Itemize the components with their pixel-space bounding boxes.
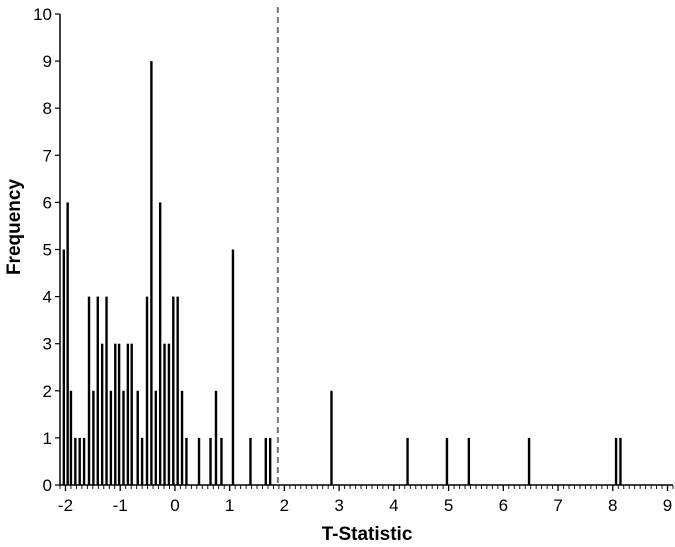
- bar-8: [96, 296, 99, 485]
- y-tick-label-5: 5: [43, 241, 52, 260]
- x-tick-label-1: 1: [225, 496, 234, 515]
- bar-4: [78, 437, 81, 485]
- bar-18: [140, 437, 144, 485]
- bar-11: [109, 390, 113, 485]
- y-tick-label-6: 6: [43, 193, 52, 212]
- bar-40: [467, 437, 471, 485]
- bar-24: [167, 343, 171, 485]
- bar-17: [136, 390, 139, 485]
- x-tick-label-8: 8: [608, 496, 617, 515]
- y-tick-label-9: 9: [43, 52, 52, 71]
- bar-36: [268, 437, 272, 485]
- bar-10: [105, 296, 108, 485]
- bar-25: [172, 296, 175, 485]
- bars-layer: [62, 61, 622, 485]
- x-tick-label-3: 3: [334, 496, 343, 515]
- ticks-layer: 0 1 2 3 4 5 6 7 8 9 10 -2 -1 0 1 2 3 4 5 6 7 8 9: [33, 5, 674, 515]
- bar-30: [209, 437, 212, 485]
- y-tick-label-10: 10: [33, 5, 52, 24]
- bar-0: [62, 249, 66, 485]
- bar-7: [92, 390, 95, 485]
- bar-32: [220, 437, 223, 485]
- bar-31: [214, 390, 218, 485]
- x-tick-label-9: 9: [663, 496, 672, 515]
- y-tick-label-0: 0: [43, 476, 52, 495]
- bar-1: [66, 202, 69, 485]
- bar-14: [122, 390, 125, 485]
- x-axis-title: T-Statistic: [322, 524, 413, 545]
- bar-3: [74, 437, 77, 485]
- y-tick-label-7: 7: [43, 146, 52, 165]
- bar-29: [197, 437, 201, 485]
- bar-39: [445, 437, 449, 485]
- bar-5: [82, 437, 86, 485]
- x-tick-label--1: -1: [113, 496, 128, 515]
- bar-41: [527, 437, 531, 485]
- bar-20: [150, 61, 153, 485]
- bar-15: [126, 343, 130, 485]
- x-tick-label-6: 6: [499, 496, 508, 515]
- bar-16: [130, 343, 133, 485]
- y-tick-label-4: 4: [43, 288, 52, 307]
- x-tick-label-4: 4: [389, 496, 398, 515]
- x-tick-label-0: 0: [170, 496, 179, 515]
- bar-21: [154, 390, 157, 485]
- bar-2: [69, 390, 73, 485]
- y-tick-label-8: 8: [43, 99, 52, 118]
- y-tick-label-1: 1: [43, 429, 52, 448]
- bar-27: [180, 390, 184, 485]
- bar-9: [100, 343, 104, 485]
- bar-13: [117, 343, 121, 485]
- bar-12: [114, 343, 117, 485]
- bar-42: [614, 437, 618, 485]
- bar-26: [176, 296, 179, 485]
- x-tick-label-2: 2: [280, 496, 289, 515]
- bar-19: [145, 296, 149, 485]
- bar-37: [330, 390, 333, 485]
- x-tick-label--2: -2: [58, 496, 73, 515]
- bar-43: [619, 437, 622, 485]
- bar-28: [185, 437, 188, 485]
- x-tick-label-5: 5: [444, 496, 453, 515]
- bar-38: [406, 437, 409, 485]
- bar-6: [87, 296, 91, 485]
- y-tick-label-2: 2: [43, 382, 52, 401]
- bar-23: [163, 343, 166, 485]
- x-tick-label-7: 7: [553, 496, 562, 515]
- bar-34: [249, 437, 252, 485]
- bar-33: [231, 249, 235, 485]
- y-axis-title: Frequency: [4, 179, 25, 276]
- y-tick-label-3: 3: [43, 335, 52, 354]
- bar-35: [264, 437, 267, 485]
- bar-22: [158, 202, 162, 485]
